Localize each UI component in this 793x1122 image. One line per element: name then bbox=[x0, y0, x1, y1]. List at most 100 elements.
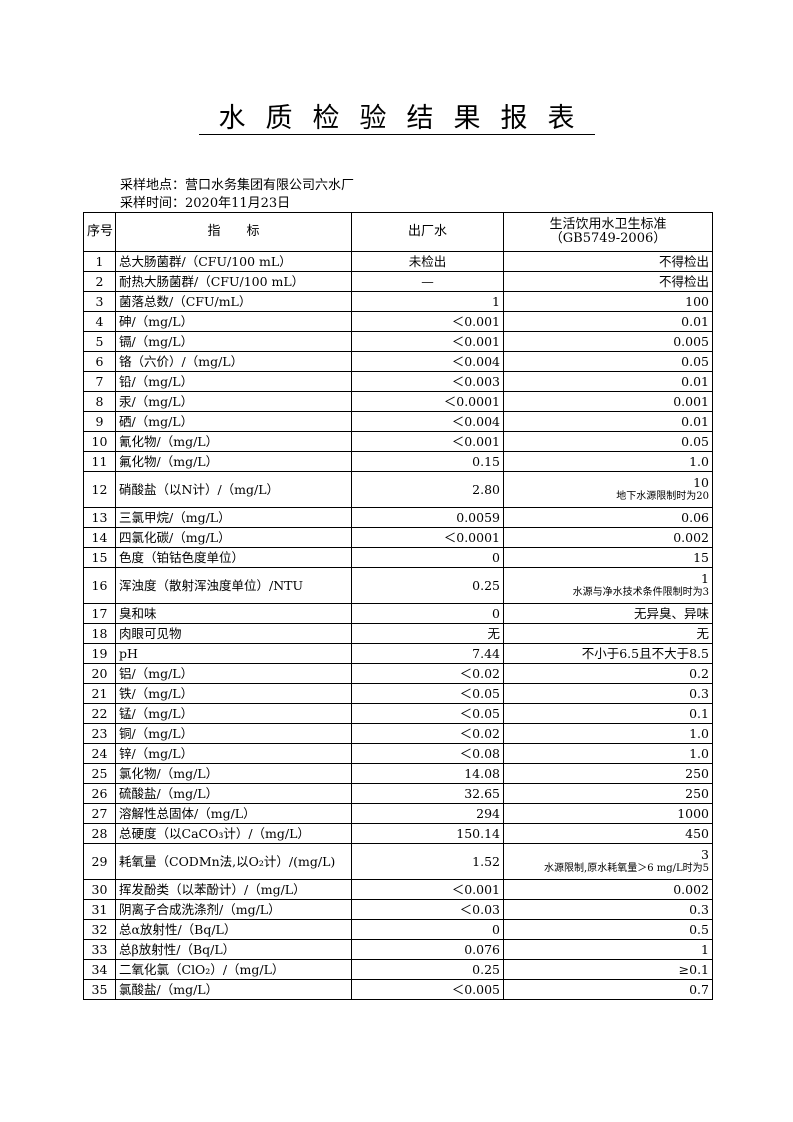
standard: 0.7 bbox=[503, 979, 713, 1000]
table-row: 11 氟化物/（mg/L） 0.15 1.0 bbox=[83, 451, 713, 472]
table-row: 7 铅/（mg/L） ＜0.003 0.01 bbox=[83, 371, 713, 392]
row-number: 7 bbox=[83, 371, 116, 392]
table-row: 14 四氯化碳/（mg/L） ＜0.0001 0.002 bbox=[83, 527, 713, 548]
indicator: 臭和味 bbox=[115, 603, 352, 624]
table-row: 13 三氯甲烷/（mg/L） 0.0059 0.06 bbox=[83, 507, 713, 528]
indicator: 氰化物/（mg/L） bbox=[115, 431, 352, 452]
standard-value: 无异臭、异味 bbox=[633, 605, 709, 621]
header-cell: 序号 bbox=[83, 212, 116, 252]
table-row: 4 砷/（mg/L） ＜0.001 0.01 bbox=[83, 311, 713, 332]
result: ＜0.08 bbox=[351, 743, 504, 764]
table-row: 2 耐热大肠菌群/（CFU/100 mL） — 不得检出 bbox=[83, 271, 713, 292]
table-row: 32 总α放射性/（Bq/L） 0 0.5 bbox=[83, 919, 713, 940]
standard-value: 0.5 bbox=[689, 921, 709, 937]
header-row: 序号 指 标 出厂水 生活饮用水卫生标准 （GB5749-2006） bbox=[83, 212, 713, 252]
table-row: 21 铁/（mg/L） ＜0.05 0.3 bbox=[83, 683, 713, 704]
standard-value: 1.0 bbox=[689, 725, 709, 741]
standard: 0.005 bbox=[503, 331, 713, 352]
table-row: 17 臭和味 0 无异臭、异味 bbox=[83, 603, 713, 624]
indicator: 四氯化碳/（mg/L） bbox=[115, 527, 352, 548]
table-row: 34 二氧化氯（ClO₂）/（mg/L） 0.25 ≥0.1 bbox=[83, 959, 713, 980]
result: 0.076 bbox=[351, 939, 504, 960]
standard-note: 地下水源限制时为20 bbox=[616, 490, 709, 502]
location: 采样地点：营口水务集团有限公司六水厂 bbox=[120, 178, 355, 193]
table-row: 1 总大肠菌群/（CFU/100 mL） 未检出 不得检出 bbox=[83, 251, 713, 272]
indicator: 铁/（mg/L） bbox=[115, 683, 352, 704]
indicator: 硝酸盐（以N计）/（mg/L） bbox=[115, 471, 352, 508]
header-cell: 出厂水 bbox=[351, 212, 504, 252]
standard-value: 不得检出 bbox=[658, 253, 709, 269]
title: 水质检验结果报表 bbox=[0, 96, 793, 135]
row-number: 12 bbox=[83, 471, 116, 508]
indicator: 总α放射性/（Bq/L） bbox=[115, 919, 352, 940]
standard: 0.05 bbox=[503, 351, 713, 372]
row-number: 20 bbox=[83, 663, 116, 684]
result: 32.65 bbox=[351, 783, 504, 804]
indicator: 总大肠菌群/（CFU/100 mL） bbox=[115, 251, 352, 272]
standard-value: 0.01 bbox=[681, 413, 709, 429]
indicator: 铬（六价）/（mg/L） bbox=[115, 351, 352, 372]
result: ＜0.004 bbox=[351, 411, 504, 432]
standard: 无 bbox=[503, 623, 713, 644]
table-row: 30 挥发酚类（以苯酚计）/（mg/L） ＜0.001 0.002 bbox=[83, 879, 713, 900]
result: ＜0.005 bbox=[351, 979, 504, 1000]
sample-time: 采样时间：2020年11月23日 bbox=[120, 196, 291, 211]
table-row: 26 硫酸盐/（mg/L） 32.65 250 bbox=[83, 783, 713, 804]
standard-value: 0.01 bbox=[681, 373, 709, 389]
indicator: 浑浊度（散射浑浊度单位）/NTU bbox=[115, 567, 352, 604]
standard: 10 地下水源限制时为20 bbox=[503, 471, 713, 508]
result: 7.44 bbox=[351, 643, 504, 664]
row-number: 8 bbox=[83, 391, 116, 412]
result: 0 bbox=[351, 603, 504, 624]
standard: 0.06 bbox=[503, 507, 713, 528]
standard: 0.01 bbox=[503, 411, 713, 432]
standard: 1.0 bbox=[503, 743, 713, 764]
standard: 3 水源限制,原水耗氧量＞6 mg/L时为5 bbox=[503, 843, 713, 880]
standard-value: 0.06 bbox=[681, 509, 709, 525]
row-number: 17 bbox=[83, 603, 116, 624]
standard-value: 不得检出 bbox=[658, 273, 709, 289]
standard-value: 0.7 bbox=[689, 981, 709, 997]
result: 294 bbox=[351, 803, 504, 824]
header-text: 生活饮用水卫生标准 bbox=[549, 217, 667, 232]
standard: 1.0 bbox=[503, 723, 713, 744]
table-row: 28 总硬度（以CaCO₃计）/（mg/L） 150.14 450 bbox=[83, 823, 713, 844]
standard-value: 0.3 bbox=[689, 901, 709, 917]
table-row: 31 阴离子合成洗涤剂/（mg/L） ＜0.03 0.3 bbox=[83, 899, 713, 920]
indicator: 色度（铂钴色度单位） bbox=[115, 547, 352, 568]
result: ＜0.0001 bbox=[351, 391, 504, 412]
row-number: 4 bbox=[83, 311, 116, 332]
indicator: 氯化物/（mg/L） bbox=[115, 763, 352, 784]
result: ＜0.001 bbox=[351, 431, 504, 452]
standard: 1 bbox=[503, 939, 713, 960]
row-number: 22 bbox=[83, 703, 116, 724]
standard: 15 bbox=[503, 547, 713, 568]
standard: 0.2 bbox=[503, 663, 713, 684]
table-row: 20 铝/（mg/L） ＜0.02 0.2 bbox=[83, 663, 713, 684]
row-number: 14 bbox=[83, 527, 116, 548]
standard-value: 0.002 bbox=[673, 881, 709, 897]
row-number: 2 bbox=[83, 271, 116, 292]
result: ＜0.0001 bbox=[351, 527, 504, 548]
result: ＜0.05 bbox=[351, 683, 504, 704]
indicator: 菌落总数/（CFU/mL） bbox=[115, 291, 352, 312]
table-row: 12 硝酸盐（以N计）/（mg/L） 2.80 10 地下水源限制时为20 bbox=[83, 471, 713, 508]
result: ＜0.001 bbox=[351, 331, 504, 352]
standard-value: ≥0.1 bbox=[678, 961, 709, 977]
row-number: 3 bbox=[83, 291, 116, 312]
standard: 100 bbox=[503, 291, 713, 312]
table-row: 3 菌落总数/（CFU/mL） 1 100 bbox=[83, 291, 713, 312]
row-number: 9 bbox=[83, 411, 116, 432]
standard-note: 水源与净水技术条件限制时为3 bbox=[572, 586, 709, 598]
result: ＜0.02 bbox=[351, 723, 504, 744]
result: 14.08 bbox=[351, 763, 504, 784]
indicator: 硒/（mg/L） bbox=[115, 411, 352, 432]
standard: 450 bbox=[503, 823, 713, 844]
standard: 0.5 bbox=[503, 919, 713, 940]
indicator: 溶解性总固体/（mg/L） bbox=[115, 803, 352, 824]
header-cell: 指 标 bbox=[115, 212, 352, 252]
row-number: 34 bbox=[83, 959, 116, 980]
result: 0.25 bbox=[351, 959, 504, 980]
row-number: 28 bbox=[83, 823, 116, 844]
standard-value: 1.0 bbox=[689, 745, 709, 761]
